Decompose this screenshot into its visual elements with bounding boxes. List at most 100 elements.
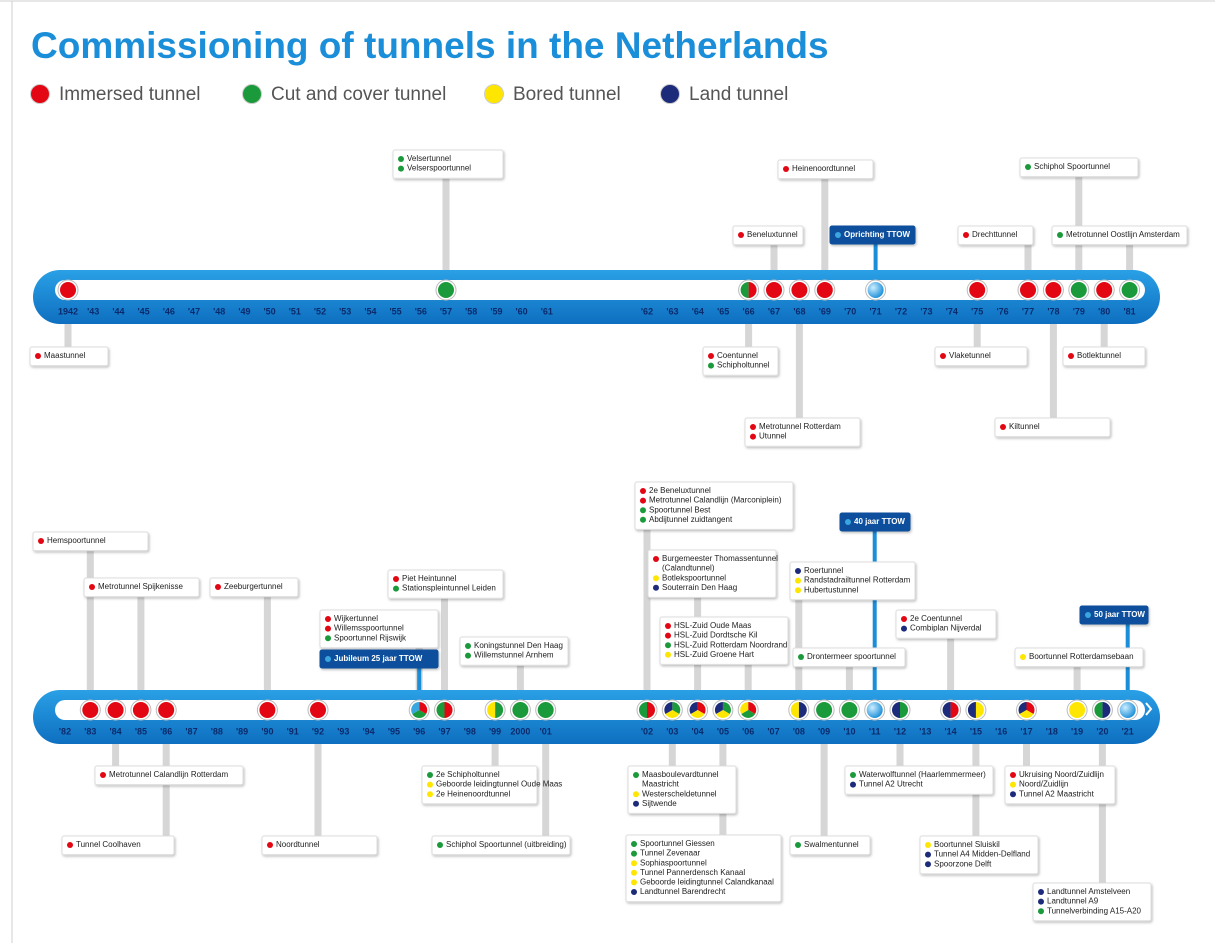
- callout-box: [702, 346, 779, 376]
- marker: [1020, 282, 1036, 298]
- year-label: '73: [920, 306, 932, 316]
- entry-label: Drontermeer spoortunnel: [807, 652, 896, 661]
- entry-dot: [1038, 889, 1044, 895]
- year-label: '68: [793, 306, 805, 316]
- marker-segment: [892, 702, 900, 718]
- marker-segment: [740, 282, 749, 298]
- entry-dot: [665, 632, 671, 639]
- entry-dot: [708, 353, 714, 359]
- highlight-box: [319, 649, 439, 669]
- year-label: '91: [287, 726, 299, 736]
- marker: [158, 702, 175, 718]
- year-label: '57: [440, 306, 452, 316]
- entry-dot: [850, 781, 856, 788]
- year-label: '05: [717, 726, 729, 736]
- entry-dot: [1000, 424, 1006, 430]
- year-label: '63: [666, 306, 678, 316]
- year-label: '98: [464, 726, 476, 736]
- entry-dot: [631, 889, 637, 895]
- year-label: '47: [188, 306, 200, 316]
- callout-box: [789, 835, 871, 856]
- year-label: '64: [692, 306, 704, 316]
- marker: [537, 702, 554, 718]
- marker-segment: [900, 702, 908, 718]
- entry-label: Oprichting TTOW: [844, 230, 911, 239]
- entry-label: Heinenoordtunnel: [792, 164, 855, 173]
- entry-dot: [925, 851, 931, 858]
- year-label: '49: [238, 306, 250, 316]
- entry-label: Landtunnel Barendrecht: [640, 887, 726, 896]
- callout-box: [634, 481, 794, 530]
- year-label: '99: [489, 726, 501, 736]
- entry-label: Spoortunnel Best: [649, 505, 711, 514]
- entry-label: Sophiaspoortunnel: [640, 858, 707, 867]
- entry-dot: [1010, 791, 1016, 798]
- entry-dot: [393, 585, 399, 592]
- entry-dot: [100, 772, 106, 778]
- year-label: '09: [818, 726, 830, 736]
- entry-label: Tunnel A2 Maastricht: [1019, 789, 1095, 798]
- entry-label: Botlekspoortunnel: [662, 573, 726, 582]
- year-label: '97: [438, 726, 450, 736]
- entry-label: Tunnel A2 Utrecht: [859, 780, 924, 789]
- entry-dot: [89, 584, 95, 590]
- year-label: '51: [289, 306, 301, 316]
- entry-label: Ukruising Noord/Zuidlijn: [1019, 770, 1104, 779]
- entry-label: HSL-Zuid Dordtsche Kil: [674, 631, 758, 640]
- year-label: '54: [364, 306, 376, 316]
- marker-segment: [495, 702, 504, 718]
- year-label: '45: [138, 306, 150, 316]
- year-label: '56: [415, 306, 427, 316]
- marker-segment: [697, 702, 706, 714]
- year-label: '78: [1047, 306, 1059, 316]
- entry-dot: [665, 642, 671, 649]
- callout-box: [627, 765, 737, 814]
- year-label: '89: [236, 726, 248, 736]
- marker: [1119, 702, 1136, 718]
- entry-dot: [901, 625, 907, 632]
- year-label: '69: [819, 306, 831, 316]
- year-label: 1942: [58, 306, 78, 316]
- year-label: '77: [1022, 306, 1034, 316]
- marker-segment: [639, 702, 647, 718]
- callout-box: [261, 835, 378, 856]
- year-label: '08: [793, 726, 805, 736]
- marker: [1069, 702, 1086, 718]
- legend-dot: [484, 84, 504, 104]
- marker-segment: [1094, 702, 1103, 718]
- year-label: '95: [388, 726, 400, 736]
- entry-dot: [640, 516, 646, 523]
- entry-label: (Calandtunnel): [662, 564, 715, 573]
- legend-label: Immersed tunnel: [59, 84, 201, 105]
- entry-label: Westerscheldetunnel: [642, 789, 717, 798]
- year-label: '93: [337, 726, 349, 736]
- year-label: '80: [1098, 306, 1110, 316]
- entry-label: 2e Coentunnel: [910, 614, 962, 623]
- entry-label: Schiphol Spoortunnel (uitbreiding): [446, 840, 567, 849]
- year-label: '60: [516, 306, 528, 316]
- entry-label: Spoorzone Delft: [934, 859, 992, 868]
- year-label: '92: [312, 726, 324, 736]
- entry-label: Burgemeester Thomassentunnel: [662, 554, 778, 563]
- entry-dot: [850, 772, 856, 778]
- entry-label: Willemstunnel Arnhem: [474, 651, 554, 660]
- entry-label: HSL-Zuid Groene Hart: [674, 650, 755, 659]
- year-label: '70: [844, 306, 856, 316]
- callout-box: [319, 609, 439, 649]
- entry-dot: [1025, 164, 1031, 170]
- legend-label: Cut and cover tunnel: [271, 84, 446, 105]
- callout-box: [789, 561, 916, 601]
- legend: Immersed tunnel Cut and cover tunnel Bored…: [30, 84, 788, 105]
- entry-dot: [795, 587, 801, 594]
- entry-label: Geboorde leidingtunnel Oude Maas: [436, 780, 562, 789]
- entry-dot: [398, 156, 404, 162]
- entry-dot: [1057, 232, 1063, 238]
- callout-box: [957, 225, 1034, 246]
- entry-dot: [325, 656, 331, 662]
- entry-dot: [925, 842, 931, 848]
- callout-box: [919, 835, 1039, 875]
- entry-dot: [631, 850, 637, 857]
- entry-label: Stationspleintunnel Leiden: [402, 584, 496, 593]
- entry-dot: [708, 362, 714, 369]
